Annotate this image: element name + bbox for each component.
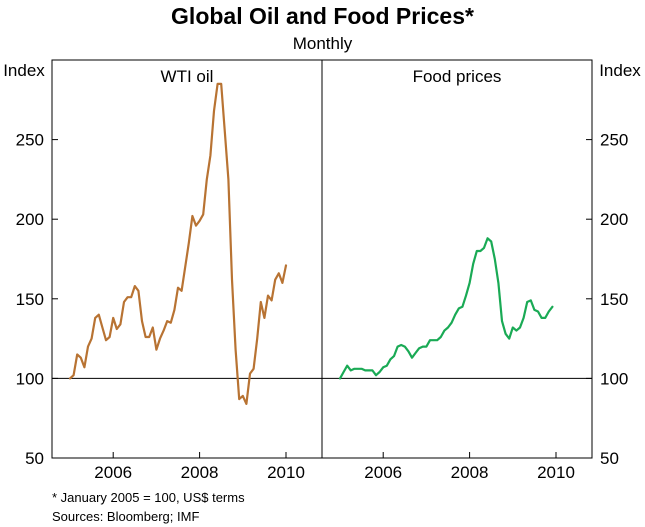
x-tick-label: 2006 xyxy=(94,463,132,482)
sources: Sources: Bloomberg; IMF xyxy=(52,509,199,524)
x-tick-label: 2008 xyxy=(181,463,219,482)
chart-title: Global Oil and Food Prices* xyxy=(171,3,474,29)
footnote: * January 2005 = 100, US$ terms xyxy=(52,490,245,505)
x-tick-label: 2008 xyxy=(451,463,489,482)
panel-title-food: Food prices xyxy=(413,67,502,86)
y-tick-label-right: 200 xyxy=(600,210,628,229)
y-unit-left: Index xyxy=(3,61,45,80)
y-tick-label-left: 100 xyxy=(16,369,44,388)
x-tick-label: 2010 xyxy=(537,463,575,482)
x-tick-label: 2006 xyxy=(364,463,402,482)
y-tick-label-right: 150 xyxy=(600,290,628,309)
panel-title-oil: WTI oil xyxy=(161,67,214,86)
y-unit-right: Index xyxy=(599,61,641,80)
y-tick-label-left: 150 xyxy=(16,290,44,309)
y-tick-label-left: 250 xyxy=(16,131,44,150)
y-tick-label-right: 100 xyxy=(600,369,628,388)
x-tick-label: 2010 xyxy=(267,463,305,482)
y-tick-label-right: 50 xyxy=(600,449,619,468)
y-tick-label-right: 250 xyxy=(600,131,628,150)
y-tick-label-left: 200 xyxy=(16,210,44,229)
chart-subtitle: Monthly xyxy=(293,34,353,53)
series-line-wti-oil xyxy=(68,82,288,405)
series-line-food-prices xyxy=(338,237,554,380)
y-tick-label-left: 50 xyxy=(25,449,44,468)
